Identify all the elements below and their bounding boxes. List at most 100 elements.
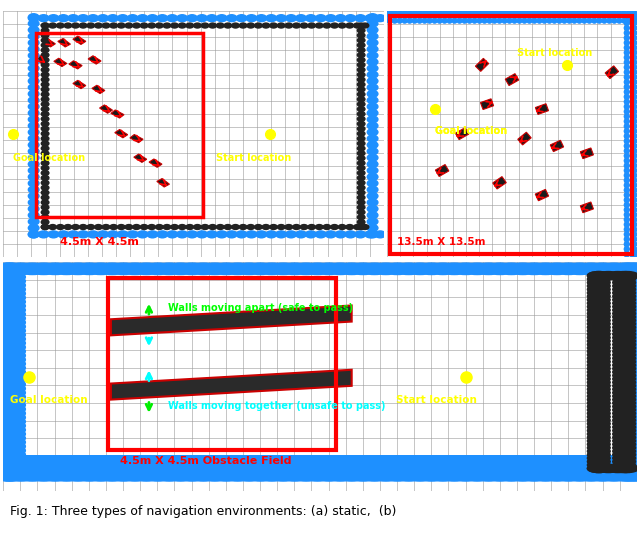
Bar (0, 256, 640, 262)
Circle shape (87, 23, 95, 28)
Circle shape (624, 119, 629, 124)
Circle shape (567, 11, 572, 16)
Circle shape (412, 18, 417, 23)
Circle shape (612, 330, 636, 339)
Circle shape (507, 11, 512, 16)
Circle shape (612, 299, 636, 307)
Circle shape (357, 23, 365, 28)
Circle shape (612, 18, 617, 23)
Circle shape (247, 225, 255, 230)
Circle shape (624, 207, 629, 212)
Circle shape (588, 357, 610, 366)
Circle shape (404, 263, 436, 274)
Circle shape (367, 186, 378, 193)
Circle shape (41, 122, 49, 126)
Circle shape (0, 263, 26, 274)
Polygon shape (111, 306, 352, 335)
Circle shape (125, 225, 132, 230)
Circle shape (0, 383, 26, 394)
Circle shape (171, 23, 179, 28)
Circle shape (612, 413, 636, 421)
Circle shape (612, 334, 636, 342)
Circle shape (28, 218, 39, 225)
Circle shape (632, 148, 637, 153)
Circle shape (108, 470, 140, 481)
Circle shape (392, 11, 397, 16)
Circle shape (612, 11, 617, 16)
Circle shape (41, 97, 49, 102)
Circle shape (367, 218, 378, 225)
Text: 13.5m X 13.5m: 13.5m X 13.5m (397, 237, 486, 247)
Circle shape (127, 231, 138, 238)
Circle shape (461, 263, 493, 274)
Circle shape (357, 141, 365, 146)
Circle shape (216, 231, 227, 238)
Circle shape (447, 11, 452, 16)
Circle shape (614, 329, 640, 341)
Circle shape (381, 263, 413, 274)
Circle shape (357, 210, 365, 215)
Circle shape (188, 470, 220, 481)
Circle shape (305, 15, 316, 22)
Circle shape (624, 70, 629, 75)
Circle shape (28, 212, 39, 219)
Circle shape (482, 18, 487, 23)
Circle shape (614, 428, 640, 440)
Circle shape (148, 225, 156, 230)
Circle shape (279, 263, 310, 274)
Circle shape (621, 470, 640, 481)
Bar (10, 455, 630, 475)
Circle shape (0, 400, 26, 411)
Circle shape (28, 470, 60, 481)
Circle shape (547, 18, 552, 23)
Circle shape (357, 117, 365, 122)
Circle shape (68, 15, 79, 22)
Circle shape (357, 28, 365, 33)
Circle shape (28, 148, 39, 155)
Circle shape (0, 338, 26, 349)
Circle shape (357, 190, 365, 195)
Circle shape (305, 231, 316, 238)
Circle shape (542, 11, 547, 16)
Circle shape (339, 225, 346, 230)
Circle shape (612, 430, 636, 438)
Text: Goal location: Goal location (13, 153, 85, 163)
Circle shape (355, 231, 365, 238)
Circle shape (632, 94, 637, 99)
Circle shape (367, 154, 378, 161)
Circle shape (462, 18, 467, 23)
Circle shape (588, 444, 610, 452)
Circle shape (512, 18, 517, 23)
Circle shape (110, 225, 118, 230)
Polygon shape (149, 159, 162, 167)
Circle shape (357, 171, 365, 176)
Circle shape (612, 378, 636, 387)
Circle shape (367, 199, 378, 206)
Circle shape (588, 368, 610, 376)
Circle shape (614, 321, 640, 332)
Circle shape (624, 212, 629, 217)
Circle shape (582, 11, 587, 16)
Circle shape (279, 470, 310, 481)
Circle shape (0, 370, 26, 382)
Circle shape (632, 237, 637, 242)
Circle shape (564, 470, 596, 481)
Circle shape (612, 389, 636, 397)
Circle shape (216, 23, 224, 28)
Circle shape (87, 225, 95, 230)
Circle shape (624, 124, 629, 129)
Circle shape (48, 231, 59, 238)
Circle shape (588, 272, 610, 280)
Circle shape (0, 395, 26, 407)
Circle shape (110, 23, 118, 28)
Circle shape (28, 78, 39, 84)
Circle shape (588, 306, 610, 314)
Circle shape (624, 232, 629, 237)
Circle shape (472, 11, 477, 16)
Circle shape (301, 470, 333, 481)
Circle shape (632, 45, 637, 50)
Circle shape (85, 263, 116, 274)
Circle shape (588, 375, 610, 383)
Circle shape (616, 464, 639, 472)
Circle shape (588, 299, 610, 307)
